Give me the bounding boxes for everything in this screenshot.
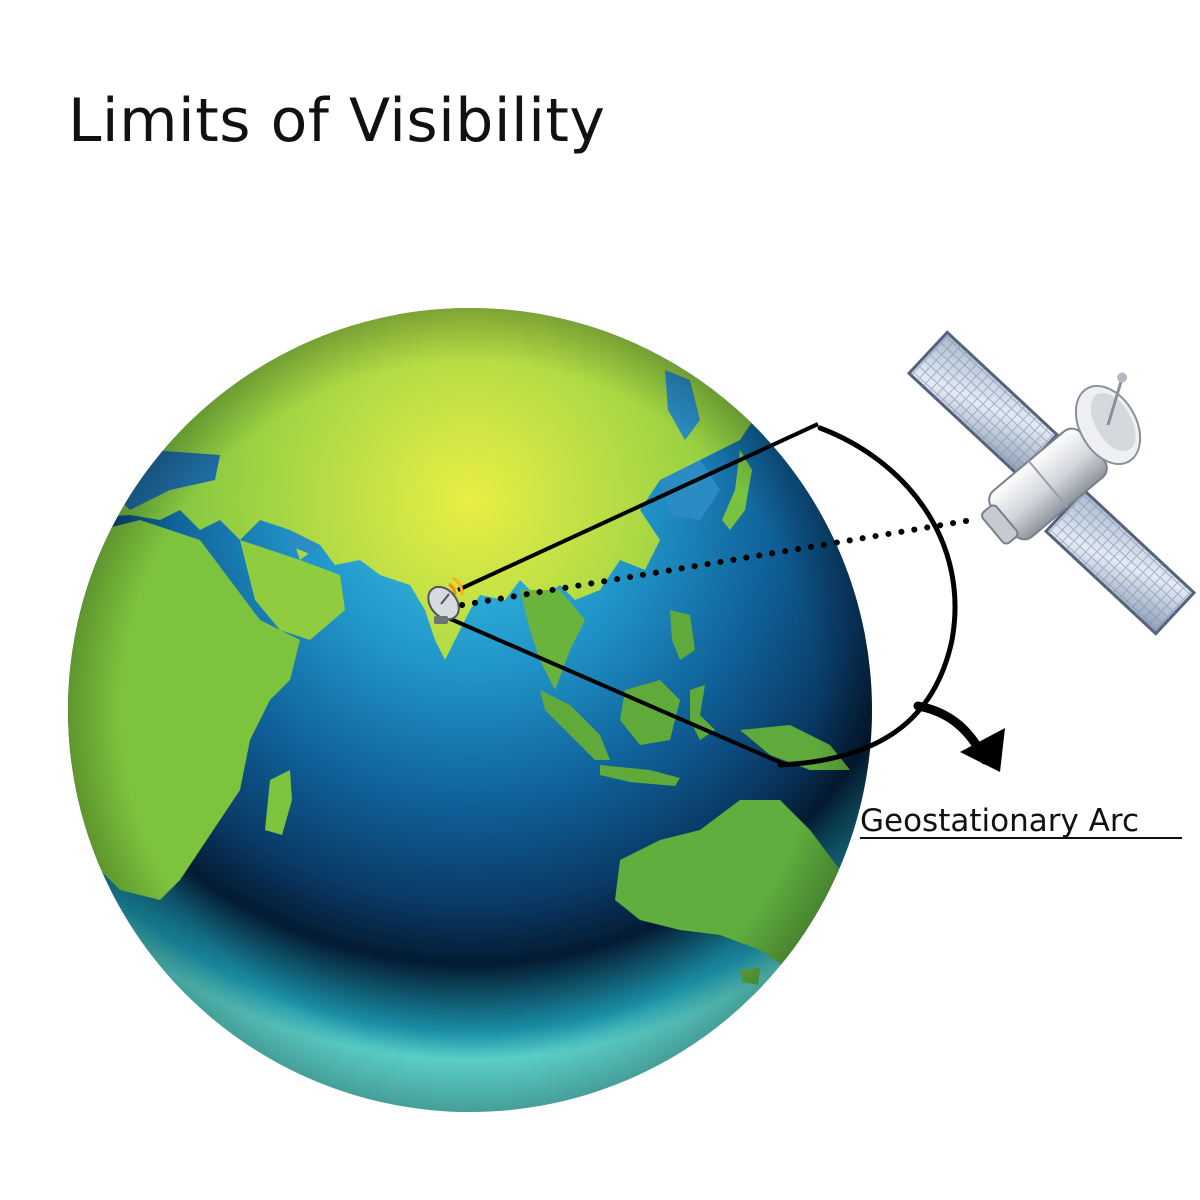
curved-arrow-icon: [913, 701, 1005, 772]
earth-globe: [68, 308, 872, 1112]
upper-visibility-limit-line: [457, 422, 819, 592]
lower-visibility-limit-line: [445, 615, 787, 767]
earth-rim-shade: [68, 308, 872, 1112]
visibility-cone: [445, 422, 975, 767]
page-title: Limits of Visibility: [68, 86, 606, 156]
geostationary-arc-label: Geostationary Arc: [860, 803, 1182, 839]
ground-station-dish-icon: [427, 576, 464, 624]
geostationary-arc: [777, 425, 958, 768]
line-of-sight-dotted: [459, 517, 975, 608]
satellite-icon: [906, 330, 1197, 636]
arc-label-text: Geostationary Arc: [860, 803, 1139, 839]
